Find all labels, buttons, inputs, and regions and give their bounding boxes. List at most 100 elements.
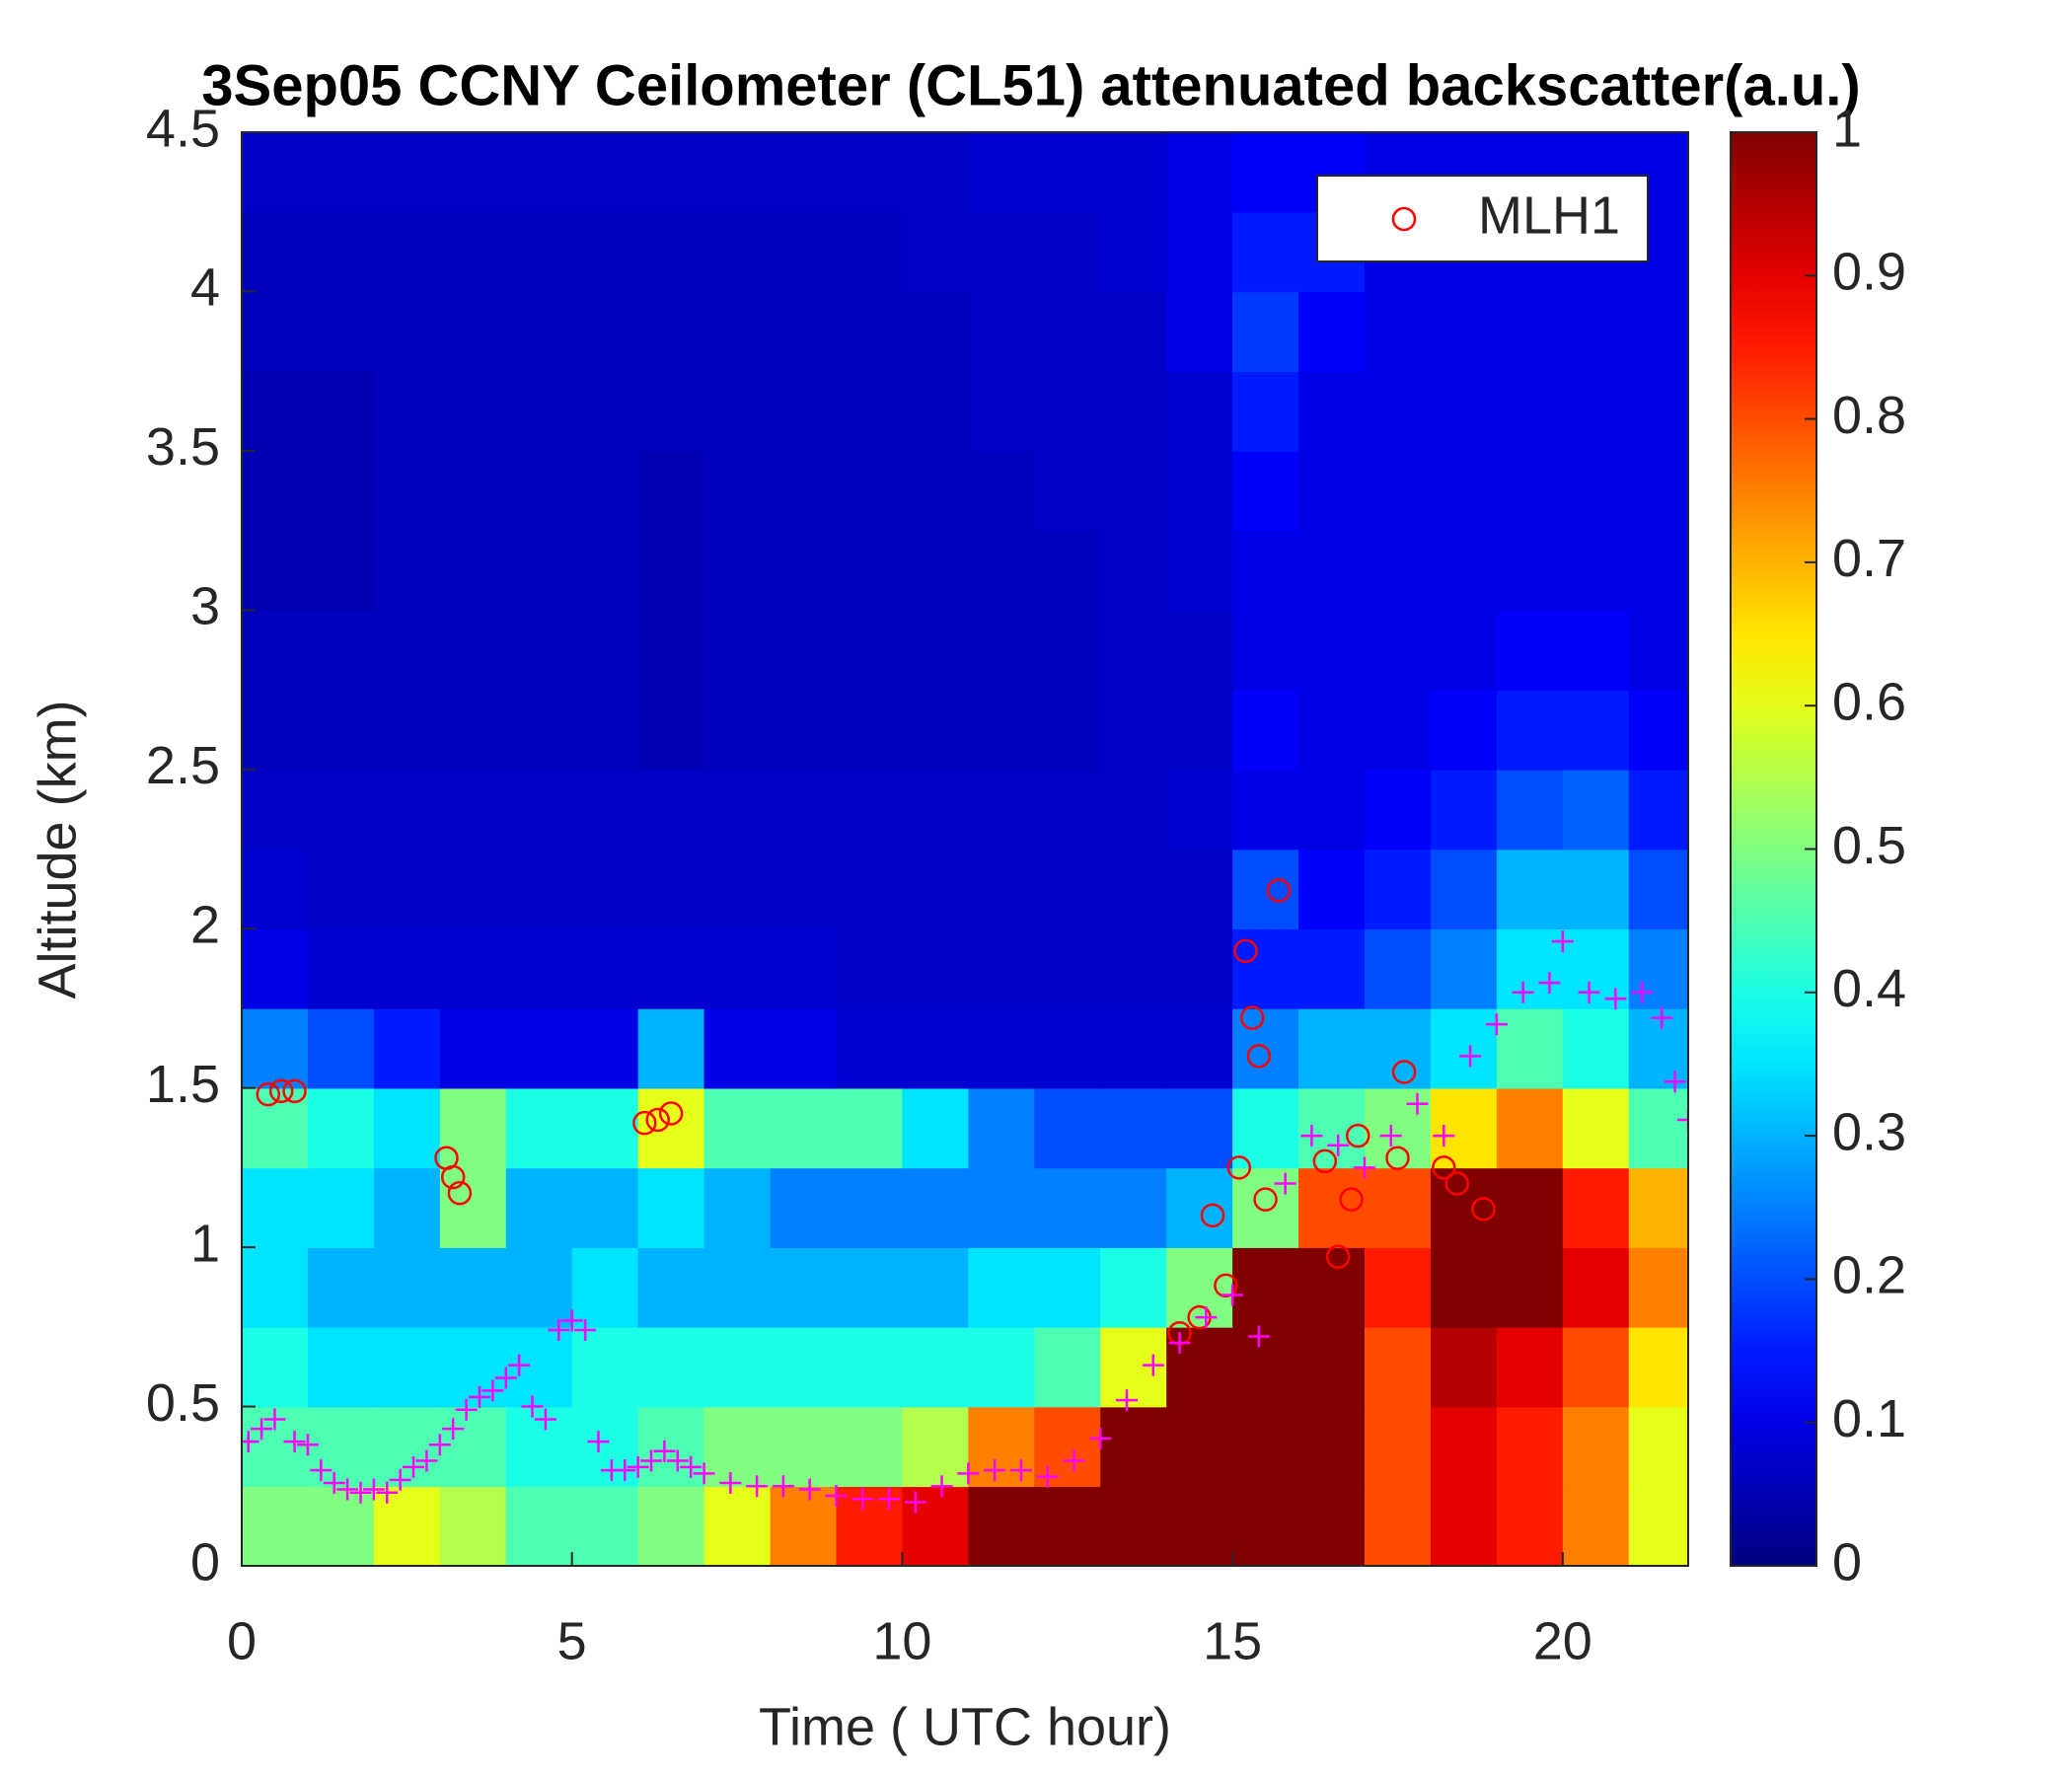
heat-cell xyxy=(902,530,970,612)
heat-cell xyxy=(1562,1247,1630,1328)
plus-marker xyxy=(242,1431,259,1453)
heat-cell xyxy=(242,1167,309,1248)
heat-cell xyxy=(1364,849,1432,930)
heat-cell xyxy=(1496,1087,1564,1169)
heat-cell xyxy=(1100,1486,1167,1566)
mlh-marker xyxy=(447,1180,473,1206)
heat-cell xyxy=(439,530,507,612)
heat-cell xyxy=(968,928,1036,1009)
heat-cell xyxy=(1166,211,1233,293)
plus-marker xyxy=(1036,1465,1059,1488)
colorbar-tick-label: 0 xyxy=(1832,1532,1862,1591)
plus-marker xyxy=(1327,1134,1350,1156)
heat-cell xyxy=(439,1007,507,1089)
plus-marker xyxy=(1512,981,1534,1003)
heat-cell xyxy=(307,371,375,452)
heat-cell xyxy=(1496,1247,1564,1328)
x-tick-label: 5 xyxy=(557,1611,587,1670)
heat-cell xyxy=(1166,1406,1233,1488)
y-tick-label: 4.5 xyxy=(146,99,220,158)
heat-cell xyxy=(703,690,772,771)
heat-cell xyxy=(770,530,838,612)
heat-cell xyxy=(1232,1406,1299,1488)
heat-cell xyxy=(242,1486,309,1566)
heat-cell xyxy=(637,530,705,612)
heat-cell xyxy=(1232,371,1299,452)
heat-cell xyxy=(1496,1406,1564,1488)
heat-cell xyxy=(1298,1167,1366,1248)
heat-cell xyxy=(373,769,441,851)
heat-cell xyxy=(1298,1486,1366,1566)
heat-cell xyxy=(1034,849,1102,930)
heat-cell xyxy=(242,1247,309,1328)
heat-cell xyxy=(902,928,970,1009)
heat-cell xyxy=(571,690,639,771)
mlh-marker xyxy=(1444,1171,1469,1196)
heat-cell xyxy=(373,1087,441,1169)
colorbar-tick-label: 0.6 xyxy=(1832,672,1906,731)
heat-cell xyxy=(1100,1167,1167,1248)
heat-cell xyxy=(505,1007,573,1089)
heat-cell xyxy=(703,1326,772,1408)
plus-marker xyxy=(521,1395,544,1418)
heat-cell xyxy=(1232,1247,1299,1328)
y-tick-label: 3 xyxy=(190,577,220,636)
heat-cell xyxy=(1562,371,1630,452)
heat-cell xyxy=(1628,1087,1688,1169)
heat-cell xyxy=(902,769,970,851)
heat-cell xyxy=(571,1406,639,1488)
heat-cell xyxy=(637,1007,705,1089)
heat-cell xyxy=(307,928,375,1009)
plus-marker xyxy=(442,1418,465,1441)
plus-marker xyxy=(878,1488,901,1511)
plus-marker xyxy=(1379,1125,1402,1147)
heat-cell xyxy=(1100,1007,1167,1089)
heat-cell xyxy=(439,1486,507,1566)
heat-cell xyxy=(1100,132,1167,213)
plus-marker xyxy=(984,1459,1006,1482)
heat-cell xyxy=(637,690,705,771)
plus-marker xyxy=(1631,981,1654,1003)
heat-cell xyxy=(439,1406,507,1488)
heat-cell xyxy=(373,1486,441,1566)
heat-cell xyxy=(439,769,507,851)
heat-cell xyxy=(968,291,1036,372)
heat-cell xyxy=(1496,291,1564,372)
heat-cell xyxy=(1166,530,1233,612)
heat-cell xyxy=(1562,450,1630,532)
plus-marker xyxy=(851,1488,874,1511)
heat-cell xyxy=(1166,132,1233,213)
plus-marker xyxy=(1485,1013,1508,1036)
heat-cell xyxy=(1232,1326,1299,1408)
heat-cell xyxy=(703,291,772,372)
heat-cell xyxy=(968,371,1036,452)
heat-cell xyxy=(1430,928,1498,1009)
heat-cell xyxy=(373,1326,441,1408)
plus-marker xyxy=(349,1481,372,1504)
heat-cell xyxy=(439,610,507,691)
heat-cell xyxy=(307,450,375,532)
heat-cell xyxy=(1100,291,1167,372)
heat-cell xyxy=(505,450,573,532)
heat-cell xyxy=(703,371,772,452)
heat-cell xyxy=(703,769,772,851)
heat-cell xyxy=(1562,1486,1630,1566)
heat-cell xyxy=(1034,1486,1102,1566)
heat-cell xyxy=(505,530,573,612)
heat-cell xyxy=(1628,530,1688,612)
heat-cell xyxy=(637,1326,705,1408)
heat-cell xyxy=(1100,450,1167,532)
heat-cell xyxy=(836,530,904,612)
heat-cell xyxy=(505,1326,573,1408)
heat-cell xyxy=(902,450,970,532)
heat-cell xyxy=(1232,530,1299,612)
heat-cell xyxy=(307,291,375,372)
heat-cell xyxy=(1034,690,1102,771)
heat-cell xyxy=(1364,610,1432,691)
heat-cell xyxy=(968,1247,1036,1328)
heat-cell xyxy=(307,690,375,771)
heat-cell xyxy=(1034,1406,1102,1488)
heat-cell xyxy=(571,1326,639,1408)
plus-marker xyxy=(1063,1449,1085,1472)
heat-cell xyxy=(1628,1326,1688,1408)
